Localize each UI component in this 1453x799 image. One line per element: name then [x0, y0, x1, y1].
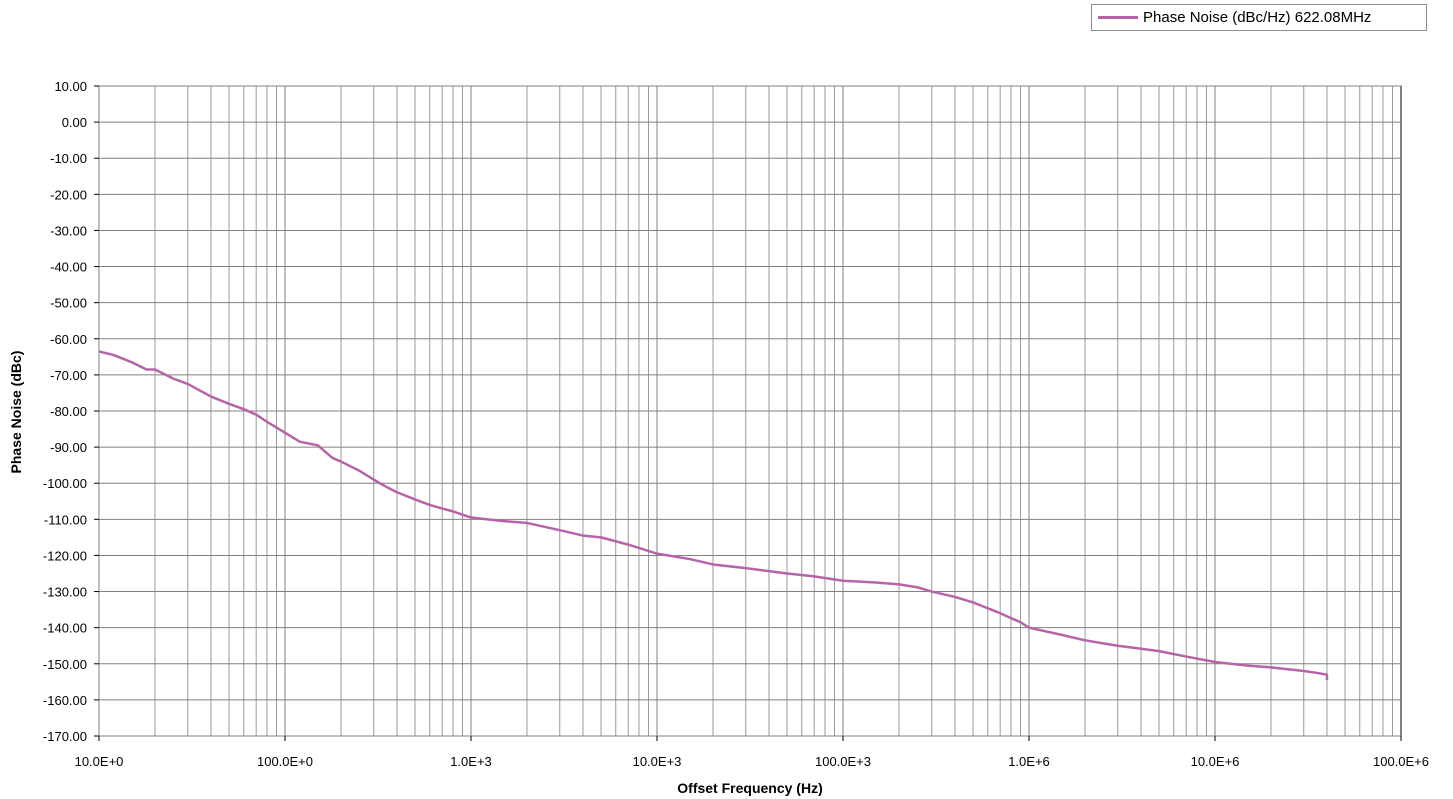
legend: Phase Noise (dBc/Hz) 622.08MHz: [1091, 4, 1427, 31]
grid: [98, 85, 1402, 737]
x-axis-ticks: 10.0E+0 100.0E+0 1.0E+3 10.0E+3 100.0E+3 1.0E…: [75, 736, 1429, 769]
y-tick-label: -110.00: [44, 512, 87, 527]
x-tick-label: 100.0E+0: [257, 754, 313, 769]
x-tick-label: 100.0E+6: [1373, 754, 1429, 769]
y-tick-label: -130.00: [43, 585, 87, 600]
y-tick-label: 10.00: [54, 79, 87, 94]
y-tick-label: -70.00: [50, 368, 87, 383]
y-tick-label: 0.00: [62, 115, 87, 130]
y-tick-label: -10.00: [50, 151, 87, 166]
y-tick-label: -170.00: [43, 729, 87, 744]
y-tick-label: -160.00: [43, 693, 87, 708]
x-tick-label: 1.0E+3: [450, 754, 492, 769]
legend-label: Phase Noise (dBc/Hz) 622.08MHz: [1143, 9, 1372, 26]
series-layer: [98, 350, 1329, 681]
x-tick-label: 10.0E+6: [1191, 754, 1240, 769]
y-tick-label: -30.00: [50, 223, 87, 238]
y-tick-label: -60.00: [50, 332, 87, 347]
y-tick-label: -140.00: [43, 621, 87, 636]
y-tick-label: -100.00: [43, 476, 87, 491]
series-line-0: [98, 350, 1329, 681]
y-axis-title: Phase Noise (dBc): [8, 351, 24, 474]
y-axis-ticks: 10.00 0.00 -10.00 -20.00 -30.00 -40.00 -50.00 -…: [43, 79, 99, 744]
y-tick-label: -80.00: [50, 404, 87, 419]
x-tick-label: 1.0E+6: [1008, 754, 1050, 769]
legend-swatch: [1098, 16, 1138, 19]
x-tick-label: 10.0E+3: [633, 754, 682, 769]
y-tick-label: -50.00: [50, 296, 87, 311]
y-tick-label: -120.00: [43, 548, 87, 563]
x-tick-label: 100.0E+3: [815, 754, 871, 769]
y-tick-label: -40.00: [50, 260, 87, 275]
x-axis-title: Offset Frequency (Hz): [677, 780, 822, 796]
x-tick-label: 10.0E+0: [75, 754, 124, 769]
y-tick-label: -20.00: [50, 187, 87, 202]
y-tick-label: -150.00: [43, 657, 87, 672]
y-tick-label: -90.00: [50, 440, 87, 455]
